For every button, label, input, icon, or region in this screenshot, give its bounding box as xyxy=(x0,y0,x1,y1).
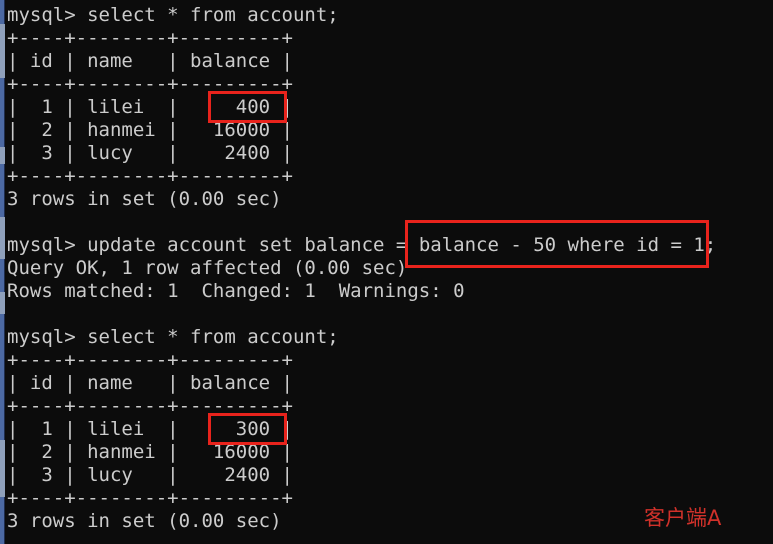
blank-line xyxy=(7,211,773,234)
table-row-hanmei: | 2 | hanmei | 16000 | xyxy=(7,441,293,463)
blank-line xyxy=(7,303,773,326)
row-text: | 1 | lilei | xyxy=(7,96,213,118)
rows-matched-line: Rows matched: 1 Changed: 1 Warnings: 0 xyxy=(7,280,465,302)
table-header: | id | name | balance | xyxy=(7,372,293,394)
scrollbar-thumb-segment xyxy=(0,24,5,78)
row-text: | xyxy=(281,96,293,118)
status-line: 3 rows in set (0.00 sec) xyxy=(7,188,282,210)
table-row-lilei: | 1 | lilei | 300 | xyxy=(7,413,773,445)
row-text: | 1 | lilei | xyxy=(7,418,213,440)
table-row-hanmei: | 2 | hanmei | 16000 | xyxy=(7,119,293,141)
scrollbar-thumb-segment xyxy=(0,147,5,164)
query-line-select-2: mysql> select * from account; xyxy=(7,326,339,348)
table-border: +----+--------+---------+ xyxy=(7,395,293,417)
query-text: ; xyxy=(704,234,717,256)
table-border: +----+--------+---------+ xyxy=(7,27,293,49)
table-row-lucy: | 3 | lucy | 2400 | xyxy=(7,464,293,486)
annotation-box-balance-300: 300 xyxy=(207,413,287,445)
table-border: +----+--------+---------+ xyxy=(7,349,293,371)
table-header: | id | name | balance | xyxy=(7,50,293,72)
table-border: +----+--------+---------+ xyxy=(7,487,293,509)
status-line: 3 rows in set (0.00 sec) xyxy=(7,510,282,532)
scrollbar-thumb-segment xyxy=(0,292,5,314)
query-ok-line: Query OK, 1 row affected (0.00 sec) xyxy=(7,257,408,279)
table-row-lucy: | 3 | lucy | 2400 | xyxy=(7,142,293,164)
left-scrollbar[interactable] xyxy=(0,0,5,544)
row-text: | xyxy=(281,418,293,440)
scrollbar-thumb-segment xyxy=(0,217,5,259)
table-row-lilei: | 1 | lilei | 400 | xyxy=(7,91,773,123)
query-text: mysql> update account set balance = xyxy=(7,234,408,256)
query-line-select-1: mysql> select * from account; xyxy=(7,4,339,26)
table-border: +----+--------+---------+ xyxy=(7,73,293,95)
annotation-box-balance-400: 400 xyxy=(207,91,287,123)
annotation-box-update-clause: balance - 50 where id = 1 xyxy=(407,234,705,256)
mysql-console-output[interactable]: mysql> select * from account; +----+----… xyxy=(5,0,773,544)
table-border: +----+--------+---------+ xyxy=(7,165,293,187)
client-a-label: 客户端A xyxy=(644,506,722,530)
scrollbar-thumb-segment xyxy=(0,440,5,497)
query-line-update: mysql> update account set balance = bala… xyxy=(7,234,773,257)
